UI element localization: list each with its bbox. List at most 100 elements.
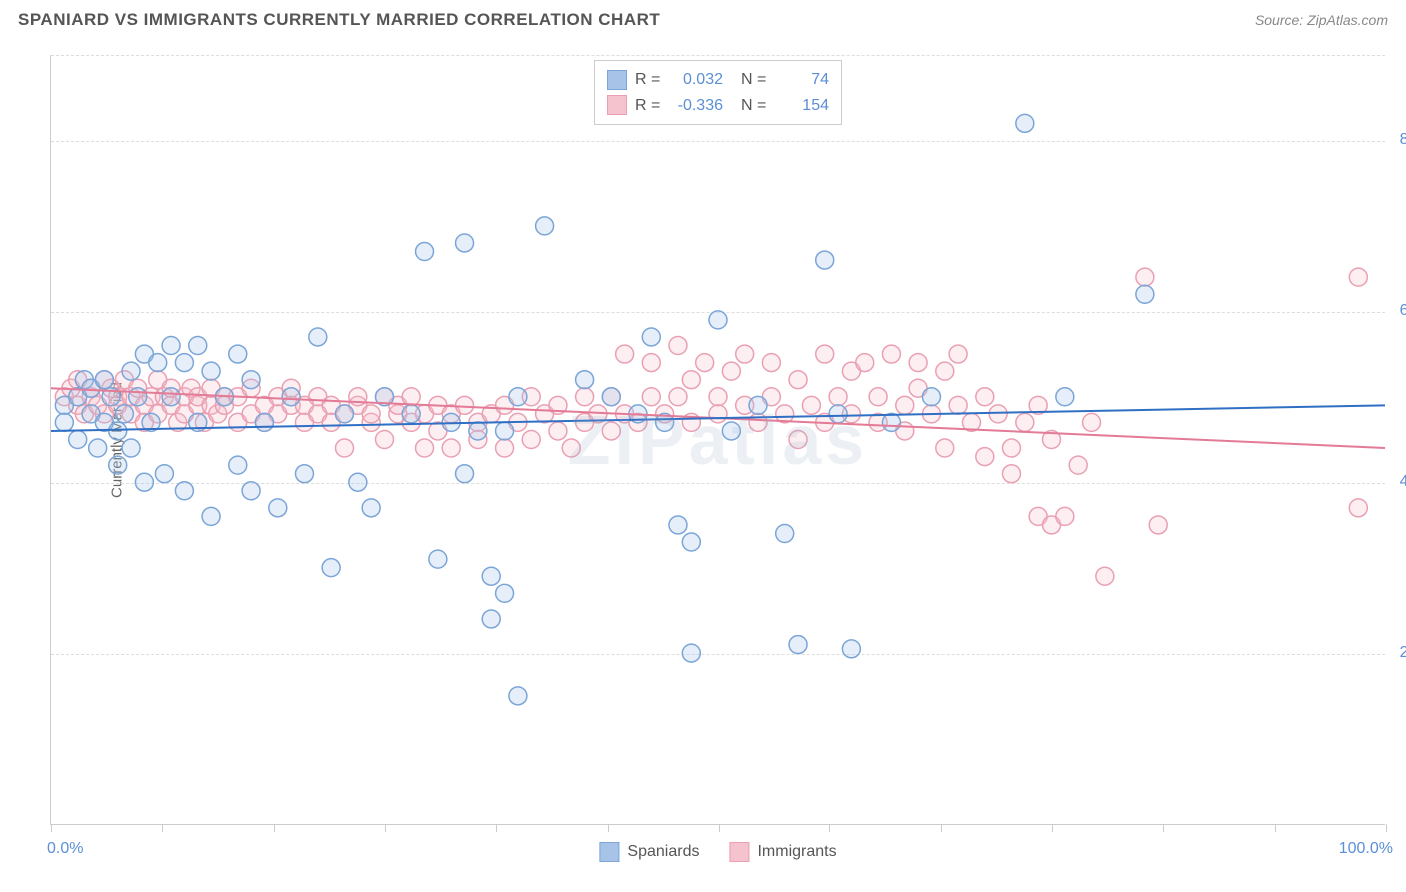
data-point — [162, 337, 180, 355]
data-point — [242, 371, 260, 389]
data-point — [189, 337, 207, 355]
data-point — [682, 644, 700, 662]
data-point — [349, 473, 367, 491]
data-point — [509, 687, 527, 705]
data-point — [602, 388, 620, 406]
data-point — [322, 559, 340, 577]
data-point — [976, 448, 994, 466]
data-point — [1136, 268, 1154, 286]
y-tick-label: 40.0% — [1390, 473, 1406, 491]
data-point — [429, 550, 447, 568]
data-point — [536, 217, 554, 235]
n-value-immigrants: 154 — [779, 93, 829, 119]
data-point — [175, 354, 193, 372]
data-point — [642, 388, 660, 406]
data-point — [456, 396, 474, 414]
x-tick — [719, 824, 720, 832]
data-point — [496, 422, 514, 440]
data-point — [736, 345, 754, 363]
legend-label-spaniards: Spaniards — [627, 843, 699, 861]
r-label: R = — [635, 67, 665, 93]
data-point — [682, 371, 700, 389]
x-tick — [51, 824, 52, 832]
legend-item-spaniards: Spaniards — [599, 842, 699, 862]
data-point — [696, 354, 714, 372]
y-tick-label: 60.0% — [1390, 302, 1406, 320]
data-point — [89, 439, 107, 457]
data-point — [616, 345, 634, 363]
r-value-immigrants: -0.336 — [673, 93, 723, 119]
data-point — [155, 465, 173, 483]
x-axis-min-label: 0.0% — [47, 840, 83, 858]
legend-label-immigrants: Immigrants — [757, 843, 836, 861]
scatter-svg — [51, 55, 1385, 824]
swatch-spaniards — [607, 70, 627, 90]
data-point — [202, 507, 220, 525]
data-point — [69, 431, 87, 449]
data-point — [1002, 465, 1020, 483]
data-point — [242, 482, 260, 500]
data-point — [576, 371, 594, 389]
data-point — [1096, 567, 1114, 585]
legend-row-immigrants: R = -0.336 N = 154 — [607, 93, 829, 119]
swatch-spaniards — [599, 842, 619, 862]
data-point — [402, 388, 420, 406]
data-point — [269, 499, 287, 517]
x-tick — [385, 824, 386, 832]
data-point — [682, 533, 700, 551]
data-point — [909, 354, 927, 372]
data-point — [816, 345, 834, 363]
data-point — [1349, 499, 1367, 517]
data-point — [122, 439, 140, 457]
data-point — [576, 388, 594, 406]
data-point — [55, 413, 73, 431]
data-point — [549, 422, 567, 440]
data-point — [789, 636, 807, 654]
data-point — [335, 405, 353, 423]
data-point — [749, 396, 767, 414]
data-point — [936, 362, 954, 380]
data-point — [669, 516, 687, 534]
data-point — [856, 354, 874, 372]
data-point — [1056, 507, 1074, 525]
data-point — [709, 405, 727, 423]
data-point — [109, 422, 127, 440]
plot-area: Currently Married 20.0%40.0%60.0%80.0% Z… — [50, 55, 1385, 825]
data-point — [896, 396, 914, 414]
data-point — [642, 328, 660, 346]
y-tick-label: 20.0% — [1390, 644, 1406, 662]
data-point — [109, 456, 127, 474]
data-point — [882, 345, 900, 363]
data-point — [282, 388, 300, 406]
data-point — [1002, 439, 1020, 457]
data-point — [522, 431, 540, 449]
x-tick — [1052, 824, 1053, 832]
data-point — [175, 482, 193, 500]
data-point — [562, 439, 580, 457]
data-point — [789, 371, 807, 389]
data-point — [496, 584, 514, 602]
data-point — [669, 388, 687, 406]
n-value-spaniards: 74 — [779, 67, 829, 93]
n-label: N = — [741, 93, 771, 119]
data-point — [115, 405, 133, 423]
legend-item-immigrants: Immigrants — [729, 842, 836, 862]
data-point — [309, 328, 327, 346]
data-point — [376, 431, 394, 449]
data-point — [442, 439, 460, 457]
data-point — [482, 610, 500, 628]
data-point — [1149, 516, 1167, 534]
swatch-immigrants — [607, 95, 627, 115]
data-point — [456, 234, 474, 252]
data-point — [709, 388, 727, 406]
data-point — [416, 243, 434, 261]
data-point — [456, 465, 474, 483]
correlation-legend: R = 0.032 N = 74 R = -0.336 N = 154 — [594, 60, 842, 125]
data-point — [749, 413, 767, 431]
data-point — [949, 396, 967, 414]
x-tick — [829, 824, 830, 832]
r-value-spaniards: 0.032 — [673, 67, 723, 93]
n-label: N = — [741, 67, 771, 93]
source-attribution: Source: ZipAtlas.com — [1255, 12, 1388, 28]
data-point — [776, 525, 794, 543]
